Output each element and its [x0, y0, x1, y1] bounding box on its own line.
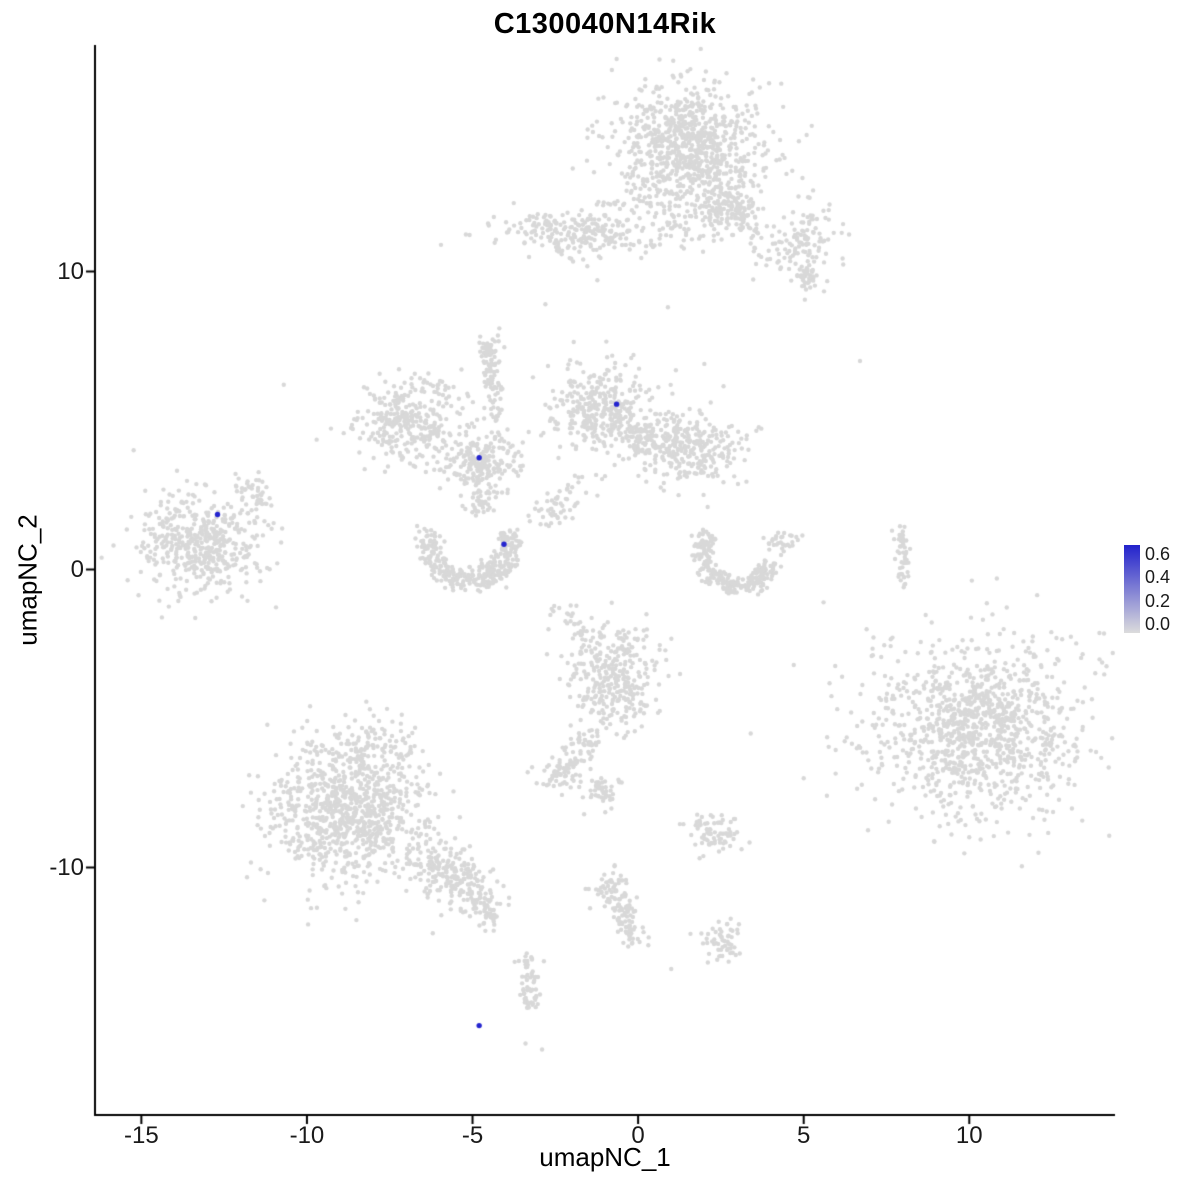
- x-tick-label: 0: [631, 1122, 645, 1149]
- colorbar-legend: 0.6 0.4 0.2 0.0: [1124, 545, 1170, 633]
- y-tick-label: -10: [49, 853, 84, 881]
- x-tick-label: -10: [289, 1122, 325, 1149]
- x-tick-label: -5: [461, 1122, 484, 1149]
- colorbar-labels: 0.6 0.4 0.2 0.0: [1145, 545, 1170, 633]
- legend-tick-label: 0.4: [1145, 567, 1171, 588]
- x-tick-label: 5: [797, 1122, 811, 1149]
- x-tick-label: 10: [955, 1122, 983, 1149]
- legend-tick-label: 0.6: [1145, 544, 1171, 564]
- y-tick-label: 10: [57, 257, 84, 285]
- colorbar-gradient: [1124, 545, 1140, 633]
- x-axis-label: umapNC_1: [539, 1142, 671, 1172]
- y-tick-label: 0: [70, 555, 84, 583]
- plot-title: C130040N14Rik: [493, 8, 717, 40]
- x-tick-label: -15: [124, 1122, 159, 1149]
- legend-tick-label: 0.2: [1145, 590, 1171, 611]
- legend-tick-label: 0.0: [1145, 613, 1171, 634]
